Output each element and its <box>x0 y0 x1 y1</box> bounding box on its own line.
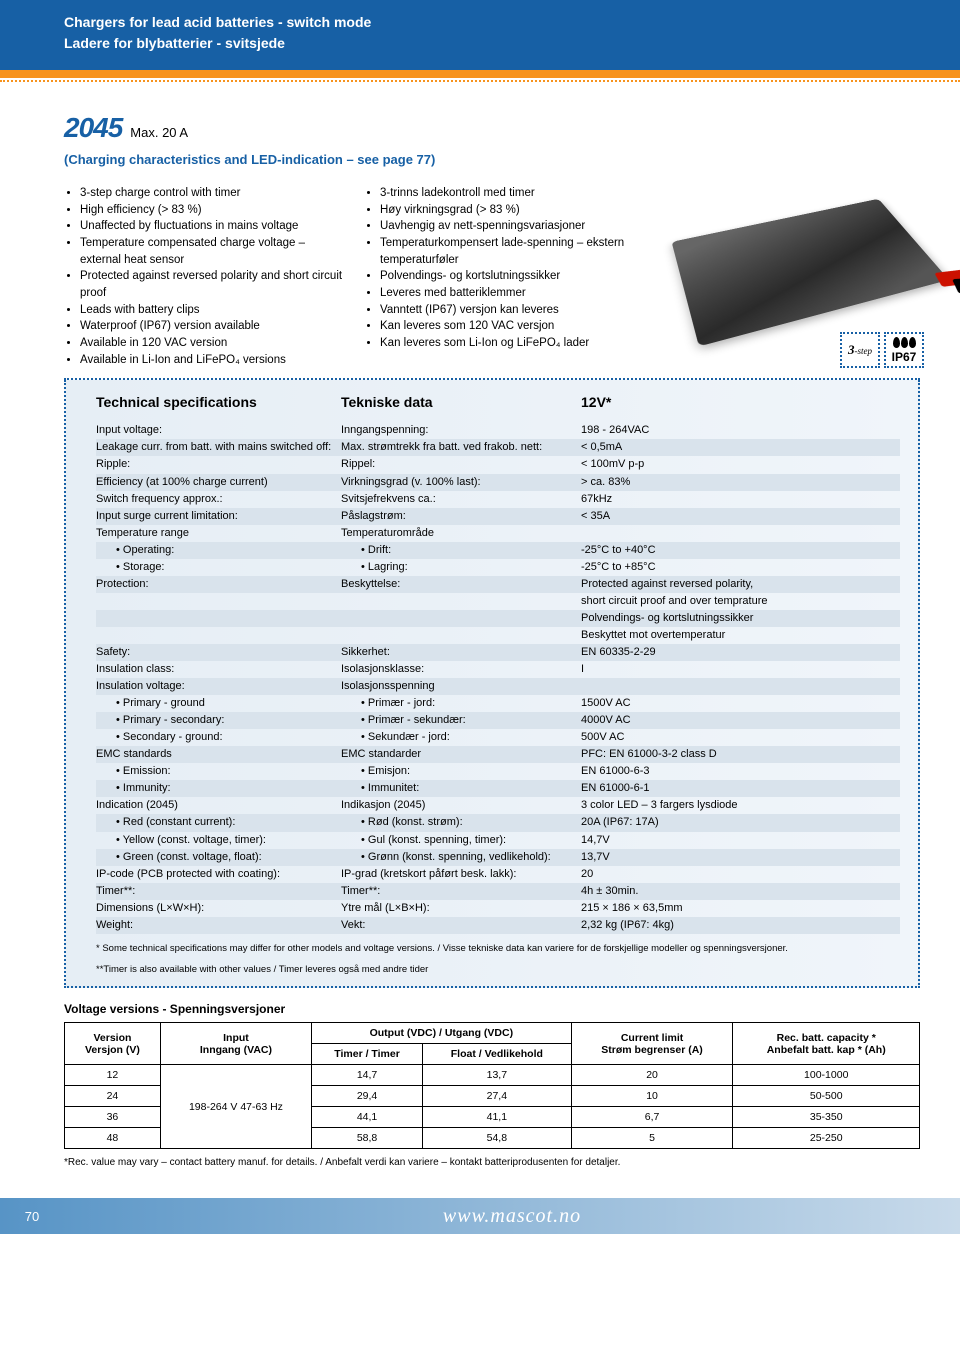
feature-item: Leveres med batteriklemmer <box>380 285 644 302</box>
features-row: 3-step charge control with timerHigh eff… <box>64 185 920 368</box>
feature-item: Uavhengig av nett-spenningsvariasjoner <box>380 218 644 235</box>
spec-row: Input voltage:Inngangspenning:198 - 264V… <box>96 422 900 439</box>
feature-item: Leads with battery clips <box>80 302 344 319</box>
spec-row: • Secondary - ground:• Sekundær - jord:5… <box>96 729 900 746</box>
features-norwegian: 3-trinns ladekontroll med timerHøy virkn… <box>364 185 644 368</box>
spec-row: Temperature rangeTemperaturområde <box>96 525 900 542</box>
feature-item: Available in 120 VAC version <box>80 335 344 352</box>
feature-item: Waterproof (IP67) version available <box>80 318 344 335</box>
feature-item: Kan leveres som Li-Ion og LiFePO₄ lader <box>380 335 644 352</box>
spec-row: • Yellow (const. voltage, timer):• Gul (… <box>96 832 900 849</box>
feature-item: 3-step charge control with timer <box>80 185 344 202</box>
spec-row: EMC standardsEMC standarderPFC: EN 61000… <box>96 746 900 763</box>
badge-ip67: IP67 <box>884 332 924 368</box>
badge-3step: 3-step <box>840 332 880 368</box>
spec-row: • Primary - ground• Primær - jord:1500V … <box>96 695 900 712</box>
spec-row: • Emission:• Emisjon:EN 61000-6-3 <box>96 763 900 780</box>
spec-footnote-1: * Some technical specifications may diff… <box>96 942 900 955</box>
spec-row: Leakage curr. from batt. with mains swit… <box>96 439 900 456</box>
spec-row: Safety:Sikkerhet:EN 60335-2-29 <box>96 644 900 661</box>
feature-item: 3-trinns ladekontroll med timer <box>380 185 644 202</box>
footer-url: www.mascot.no <box>64 1205 960 1228</box>
feature-item: Available in Li-Ion and LiFePO₄ versions <box>80 352 344 369</box>
spec-header-val: 12V* <box>581 394 900 410</box>
model-title: 2045 Max. 20 A <box>64 112 920 144</box>
spec-row: Insulation voltage:Isolasjonsspenning <box>96 678 900 695</box>
model-subtitle: Max. 20 A <box>130 125 188 140</box>
spec-row: Polvendings- og kortslutningssikker <box>96 610 900 627</box>
spec-row: Weight:Vekt:2,32 kg (IP67: 4kg) <box>96 917 900 934</box>
vv-footnote: *Rec. value may vary – contact battery m… <box>64 1157 920 1168</box>
spec-row: • Immunity:• Immunitet:EN 61000-6-1 <box>96 780 900 797</box>
table-row: 12198-264 V 47-63 Hz14,713,720100-1000 <box>65 1065 920 1086</box>
spec-row: Efficiency (at 100% charge current)Virkn… <box>96 474 900 491</box>
spec-row: Switch frequency approx.:Svitsjefrekvens… <box>96 491 900 508</box>
vv-th-rec: Rec. batt. capacity *Anbefalt batt. kap … <box>733 1023 920 1065</box>
voltage-versions-table: VersionVersjon (V) InputInngang (VAC) Ou… <box>64 1022 920 1149</box>
spec-box: Technical specifications Tekniske data 1… <box>64 380 920 988</box>
feature-item: High efficiency (> 83 %) <box>80 202 344 219</box>
feature-item: Høy virkningsgrad (> 83 %) <box>380 202 644 219</box>
vv-th-current: Current limitStrøm begrenser (A) <box>571 1023 733 1065</box>
spec-row: IP-code (PCB protected with coating):IP-… <box>96 866 900 883</box>
model-number: 2045 <box>64 112 122 144</box>
header-line1: Chargers for lead acid batteries - switc… <box>64 12 936 33</box>
spec-row: • Green (const. voltage, float):• Grønn … <box>96 849 900 866</box>
feature-item: Vanntett (IP67) versjon kan leveres <box>380 302 644 319</box>
vv-th-version: VersionVersjon (V) <box>65 1023 161 1065</box>
feature-item: Unaffected by fluctuations in mains volt… <box>80 218 344 235</box>
spec-row: • Primary - secondary:• Primær - sekundæ… <box>96 712 900 729</box>
spec-header-no: Tekniske data <box>341 394 581 410</box>
vv-th-output: Output (VDC) / Utgang (VDC) <box>312 1023 572 1044</box>
spec-row: • Storage:• Lagring:-25°C to +85°C <box>96 559 900 576</box>
spec-row: Ripple:Rippel:< 100mV p-p <box>96 456 900 473</box>
spec-header-en: Technical specifications <box>96 394 341 410</box>
vv-th-timer: Timer / Timer <box>312 1044 423 1065</box>
spec-row: Protection:Beskyttelse:Protected against… <box>96 576 900 593</box>
feature-item: Temperaturkompensert lade-spenning – eks… <box>380 235 644 268</box>
water-drops-icon <box>893 337 916 348</box>
spec-row: Dimensions (L×W×H):Ytre mål (L×B×H):215 … <box>96 900 900 917</box>
feature-item: Kan leveres som 120 VAC versjon <box>380 318 644 335</box>
spec-row: • Operating:• Drift:-25°C to +40°C <box>96 542 900 559</box>
feature-item: Protected against reversed polarity and … <box>80 268 344 301</box>
vv-th-float: Float / Vedlikehold <box>423 1044 572 1065</box>
page-header: Chargers for lead acid batteries - switc… <box>0 0 960 70</box>
spec-row: Input surge current limitation:Påslagstr… <box>96 508 900 525</box>
spec-row: • Red (constant current):• Rød (konst. s… <box>96 814 900 831</box>
charger-photo <box>672 199 949 347</box>
spec-row: short circuit proof and over temprature <box>96 593 900 610</box>
spec-row: Timer**:Timer**:4h ± 30min. <box>96 883 900 900</box>
page-footer: 70 www.mascot.no <box>0 1198 960 1234</box>
voltage-versions-title: Voltage versions - Spenningsversjoner <box>64 1002 920 1016</box>
spec-row: Beskyttet mot overtemperatur <box>96 627 900 644</box>
features-english: 3-step charge control with timerHigh eff… <box>64 185 344 368</box>
page-number: 70 <box>0 1209 64 1224</box>
spec-footnote-2: **Timer is also available with other val… <box>96 963 900 976</box>
dotted-divider <box>0 80 960 82</box>
orange-divider <box>0 70 960 78</box>
header-line2: Ladere for blybatterier - svitsjede <box>64 33 936 54</box>
feature-item: Temperature compensated charge voltage –… <box>80 235 344 268</box>
product-image-area: 3-step IP67 <box>664 185 924 368</box>
spec-row: Insulation class:Isolasjonsklasse:I <box>96 661 900 678</box>
feature-item: Polvendings- og kortslutningssikker <box>380 268 644 285</box>
see-page-note: (Charging characteristics and LED-indica… <box>64 152 920 167</box>
vv-th-input: InputInngang (VAC) <box>160 1023 311 1065</box>
spec-row: Indication (2045)Indikasjon (2045)3 colo… <box>96 797 900 814</box>
